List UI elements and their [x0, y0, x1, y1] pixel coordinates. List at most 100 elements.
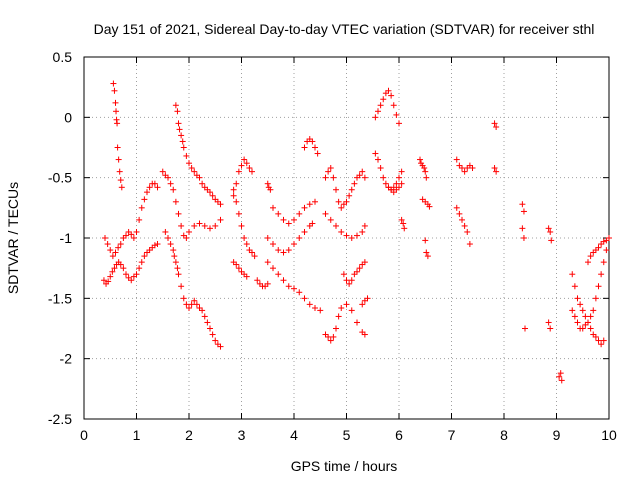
- data-point: [275, 210, 282, 217]
- data-point: [335, 198, 342, 205]
- data-point: [105, 278, 112, 285]
- data-point: [592, 295, 599, 302]
- data-point: [423, 174, 430, 181]
- y-tick-label: -0.5: [48, 170, 72, 186]
- series-arc-d: [162, 228, 224, 350]
- data-point: [175, 210, 182, 217]
- data-point: [361, 174, 368, 181]
- data-point: [600, 337, 607, 344]
- data-point: [343, 232, 350, 239]
- data-point: [175, 271, 182, 278]
- series-arc-g: [230, 156, 255, 199]
- data-point: [186, 228, 192, 235]
- data-point: [354, 268, 360, 275]
- x-tick-label: 3: [238, 427, 246, 443]
- data-point: [587, 325, 594, 332]
- data-point: [569, 271, 576, 278]
- series-arc-l: [264, 220, 316, 256]
- data-point: [172, 198, 179, 205]
- data-point: [111, 265, 118, 272]
- data-point: [151, 242, 158, 249]
- data-point: [469, 165, 476, 172]
- data-point: [154, 241, 161, 248]
- data-point: [400, 220, 407, 227]
- series-arc-e: [172, 102, 224, 208]
- series-arc-ak: [569, 271, 607, 348]
- data-point: [109, 268, 116, 275]
- data-point: [115, 156, 122, 163]
- data-point: [456, 210, 463, 217]
- data-point: [327, 337, 334, 344]
- series-arc-w: [385, 180, 405, 196]
- data-point: [175, 120, 182, 127]
- data-point: [275, 271, 282, 278]
- data-point: [348, 186, 355, 193]
- data-point: [174, 265, 181, 272]
- data-point: [130, 235, 137, 241]
- data-point: [199, 307, 206, 314]
- data-point: [306, 201, 313, 208]
- data-point: [275, 247, 282, 254]
- data-point: [348, 277, 355, 284]
- x-tick-label: 5: [343, 427, 351, 443]
- data-point: [188, 165, 195, 172]
- series-arc-ab: [453, 156, 476, 175]
- data-point: [114, 144, 121, 151]
- data-point: [178, 132, 185, 139]
- data-point: [199, 180, 206, 187]
- data-point: [301, 295, 308, 302]
- data-point: [267, 186, 274, 193]
- data-point: [491, 120, 498, 127]
- data-point: [600, 238, 607, 245]
- data-point: [461, 168, 468, 175]
- series-arc-s: [340, 259, 368, 287]
- data-point: [120, 265, 127, 272]
- data-point: [183, 152, 190, 159]
- data-point: [136, 216, 143, 223]
- series-arc-n: [270, 198, 318, 227]
- data-point: [333, 222, 339, 229]
- data-point: [348, 307, 355, 314]
- data-point: [165, 235, 171, 241]
- data-point: [603, 247, 610, 254]
- data-point: [359, 168, 366, 175]
- series-arc-ae: [491, 165, 500, 175]
- data-point: [312, 144, 318, 151]
- data-point: [193, 301, 200, 308]
- x-tick-label: 0: [80, 427, 88, 443]
- data-point: [547, 325, 554, 332]
- data-point: [557, 370, 564, 377]
- data-point: [545, 225, 552, 232]
- data-point: [396, 184, 402, 191]
- data-point: [180, 144, 187, 151]
- data-point: [217, 343, 224, 350]
- series-arc-ai: [545, 319, 554, 332]
- series-arc-r: [322, 301, 368, 344]
- data-point: [207, 225, 213, 232]
- data-point: [348, 235, 355, 241]
- data-point: [178, 283, 185, 290]
- data-point: [598, 271, 605, 278]
- data-point: [230, 192, 237, 199]
- data-point: [109, 253, 116, 260]
- data-point: [264, 180, 271, 187]
- y-tick-label: -1: [60, 230, 73, 246]
- data-point: [116, 168, 123, 175]
- data-point: [249, 168, 255, 175]
- series-arc-aa: [422, 237, 431, 260]
- data-point: [138, 259, 145, 266]
- data-point: [356, 172, 363, 179]
- data-point: [128, 277, 135, 284]
- data-point: [270, 204, 276, 211]
- data-point: [118, 184, 125, 191]
- data-point: [595, 244, 602, 251]
- series-arc-j: [264, 180, 274, 193]
- data-point: [170, 186, 177, 193]
- data-point: [212, 337, 219, 344]
- series-arc-t: [359, 295, 371, 308]
- data-point: [170, 247, 177, 254]
- data-point: [117, 241, 124, 248]
- data-point: [519, 201, 526, 208]
- data-point: [100, 277, 107, 284]
- data-point: [361, 222, 368, 229]
